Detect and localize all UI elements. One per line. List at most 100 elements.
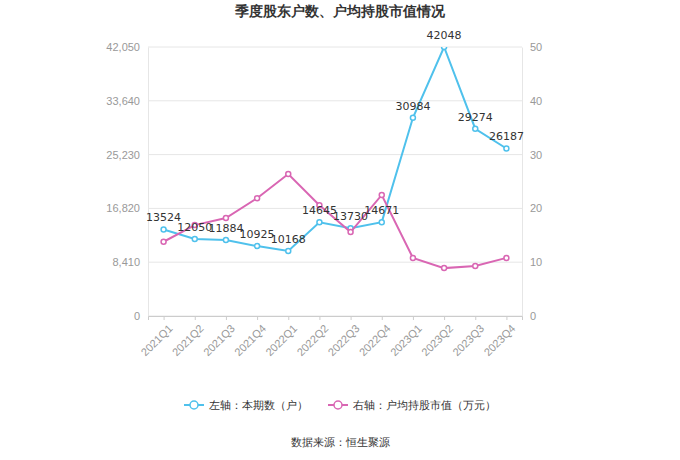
tick-mark bbox=[382, 316, 383, 320]
data-label: 13524 bbox=[146, 211, 181, 224]
legend-item: 右轴：户均持股市值（万元） bbox=[328, 399, 496, 412]
grid-line bbox=[148, 100, 522, 101]
point bbox=[223, 237, 228, 242]
tick: 20 bbox=[522, 202, 542, 214]
tick: 0 bbox=[522, 310, 536, 322]
point bbox=[379, 192, 384, 197]
grid bbox=[148, 47, 522, 316]
point bbox=[379, 220, 384, 225]
tick-label: 10 bbox=[530, 256, 542, 268]
tick-label: 42,050 bbox=[106, 41, 140, 53]
tick-label: 2023Q1 bbox=[388, 322, 424, 358]
source: 数据来源：恒生聚源 bbox=[291, 436, 390, 449]
y-axis: 0 8,410 16,820 25,230 33,640 42,050 bbox=[106, 41, 148, 322]
grid-line bbox=[148, 154, 522, 155]
data-label: 26187 bbox=[489, 130, 524, 143]
axis-line bbox=[148, 48, 149, 317]
point bbox=[473, 263, 478, 268]
tick-label: 2022Q2 bbox=[294, 322, 330, 358]
tick: 40 bbox=[522, 95, 542, 107]
tick-mark bbox=[288, 316, 289, 320]
tick: 10 bbox=[522, 256, 542, 268]
legend: 左轴：本期数（户） 右轴：户均持股市值（万元） bbox=[184, 399, 496, 412]
tick-mark bbox=[475, 316, 476, 320]
point bbox=[192, 236, 197, 241]
plot-area bbox=[161, 47, 509, 271]
point bbox=[255, 244, 260, 249]
tick: 25,230 bbox=[106, 149, 148, 161]
legend-symbol bbox=[190, 401, 198, 409]
tick-label: 2022Q3 bbox=[326, 322, 362, 358]
tick-mark bbox=[351, 316, 352, 320]
grid-line bbox=[148, 262, 522, 263]
tick-mark bbox=[506, 316, 507, 320]
tick: 42,050 bbox=[106, 41, 148, 53]
tick-label: 0 bbox=[134, 310, 140, 322]
tick: 16,820 bbox=[106, 202, 148, 214]
legend-label: 左轴：本期数（户） bbox=[209, 399, 308, 412]
tick: 0 bbox=[134, 310, 148, 322]
tick: 2022Q1 bbox=[263, 316, 299, 358]
tick-mark bbox=[226, 316, 227, 320]
tick-label: 2023Q2 bbox=[419, 322, 455, 358]
data-label: 11884 bbox=[208, 222, 243, 235]
axis-line bbox=[149, 317, 523, 321]
tick-mark bbox=[319, 316, 320, 320]
tick: 2021Q1 bbox=[139, 316, 175, 358]
point bbox=[442, 47, 447, 50]
legend-label: 右轴：户均持股市值（万元） bbox=[353, 399, 496, 412]
tick: 2023Q1 bbox=[388, 316, 424, 358]
tick-label: 40 bbox=[530, 95, 542, 107]
tick-label: 2021Q2 bbox=[170, 322, 206, 358]
grid-line bbox=[148, 47, 522, 48]
tick-label: 20 bbox=[530, 202, 542, 214]
point bbox=[255, 196, 260, 201]
series-line bbox=[164, 174, 507, 268]
tick-mark bbox=[444, 316, 445, 320]
tick-label: 2021Q4 bbox=[232, 322, 268, 358]
tick-label: 2021Q1 bbox=[139, 322, 175, 358]
tick: 50 bbox=[522, 41, 542, 53]
point bbox=[317, 220, 322, 225]
tick: 2022Q2 bbox=[294, 316, 330, 358]
tick-label: 2021Q3 bbox=[201, 322, 237, 358]
data-label: 42048 bbox=[427, 29, 462, 42]
tick: 2021Q2 bbox=[170, 316, 206, 358]
tick-label: 16,820 bbox=[106, 202, 140, 214]
tick-label: 33,640 bbox=[106, 95, 140, 107]
tick-label: 2022Q4 bbox=[357, 322, 393, 358]
tick: 2023Q4 bbox=[481, 316, 517, 358]
data-label: 29274 bbox=[458, 111, 493, 124]
point bbox=[161, 239, 166, 244]
point bbox=[286, 248, 291, 253]
tick: 30 bbox=[522, 149, 542, 161]
point bbox=[504, 146, 509, 151]
data-label: 10925 bbox=[240, 228, 275, 241]
tick: 2023Q3 bbox=[450, 316, 486, 358]
tick-mark bbox=[257, 316, 258, 320]
data-label: 10168 bbox=[271, 233, 306, 246]
y2-axis: 0 10 20 30 40 50 bbox=[522, 41, 542, 322]
data-label: 13730 bbox=[333, 210, 368, 223]
data-label: 12050 bbox=[177, 221, 212, 234]
tick-label: 50 bbox=[530, 41, 542, 53]
legend-symbol bbox=[334, 401, 342, 409]
point bbox=[504, 255, 509, 260]
data-label: 14671 bbox=[364, 204, 399, 217]
tick-label: 8,410 bbox=[112, 256, 140, 268]
point bbox=[473, 126, 478, 131]
point bbox=[161, 227, 166, 232]
tick-label: 2023Q4 bbox=[481, 322, 517, 358]
point bbox=[223, 216, 228, 221]
x-axis: 2021Q12021Q22021Q32021Q42022Q12022Q22022… bbox=[139, 316, 523, 358]
tick: 2021Q4 bbox=[232, 316, 268, 358]
legend-item: 左轴：本期数（户） bbox=[184, 399, 308, 412]
tick-mark bbox=[413, 316, 414, 320]
tick-label: 30 bbox=[530, 149, 542, 161]
data-label: 14645 bbox=[302, 204, 337, 217]
tick-label: 25,230 bbox=[106, 149, 140, 161]
tick: 2022Q3 bbox=[326, 316, 362, 358]
point bbox=[348, 230, 353, 235]
point bbox=[442, 266, 447, 271]
tick-label: 2022Q1 bbox=[263, 322, 299, 358]
